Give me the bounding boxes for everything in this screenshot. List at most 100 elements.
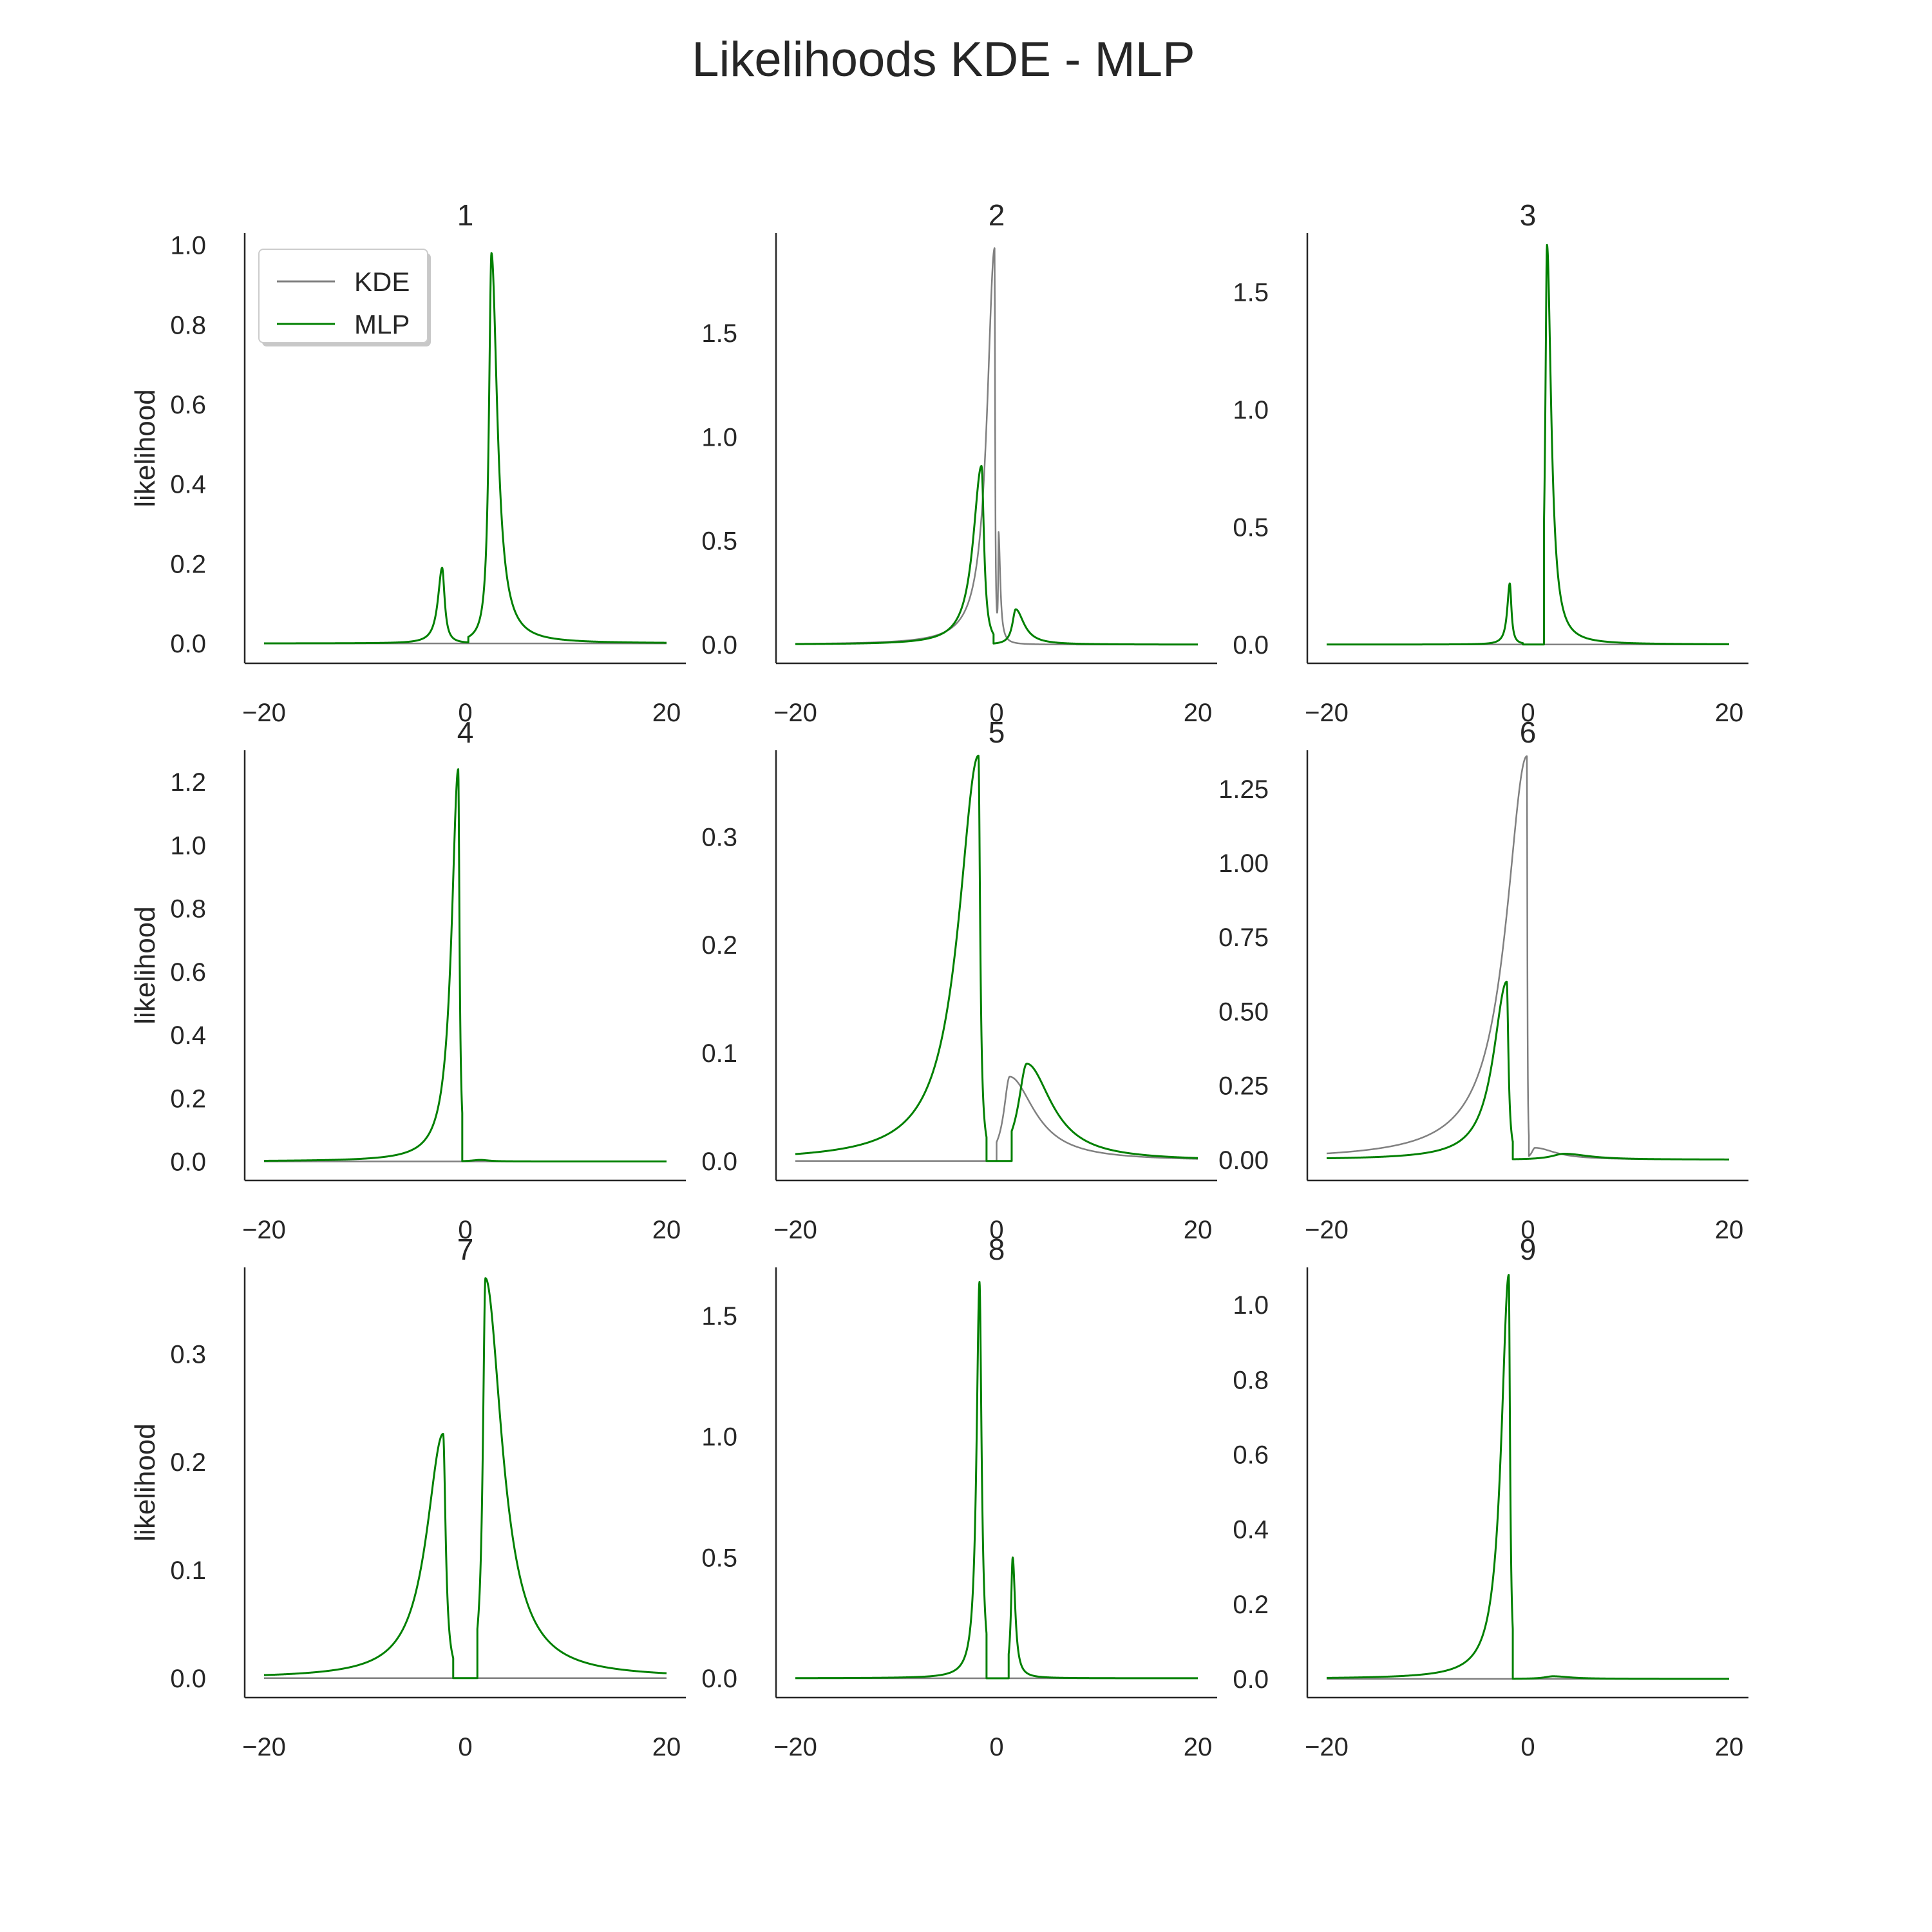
y-tick-label: 0.00 (1218, 1146, 1269, 1175)
x-tick-label: 20 (1184, 1216, 1213, 1244)
legend-label-mlp: MLP (354, 309, 410, 339)
y-tick-label: 0.0 (170, 1665, 206, 1693)
y-tick-label: 0.3 (701, 823, 737, 851)
y-tick-label: 1.0 (1233, 396, 1269, 424)
figure-title: Likelihoods KDE - MLP (692, 32, 1195, 87)
x-tick-label: 20 (1184, 1733, 1213, 1761)
x-tick-label: 0 (989, 1733, 1003, 1761)
x-tick-label: −20 (1305, 1216, 1349, 1244)
y-tick-label: 0.5 (1233, 513, 1269, 542)
y-tick-label: 0.2 (1233, 1591, 1269, 1619)
y-axis-label: likelihood (129, 389, 161, 507)
subplot-1: 1 −20 0 20 0.0 0.2 0.4 0.6 0.8 1.0 likelihood KDE ML… (129, 198, 686, 727)
subplot-5: 5 −20 0 20 0.0 0.1 0.2 0.3 (701, 715, 1217, 1244)
x-tick-label: 20 (1184, 699, 1213, 727)
y-tick-label: 0.2 (701, 931, 737, 960)
series-line-mlp (1325, 980, 1730, 1160)
series-line-mlp (794, 754, 1199, 1162)
subplot-8: 8 −20 0 20 0.0 0.5 1.0 1.5 (701, 1233, 1217, 1761)
x-tick-label: 0 (989, 1216, 1003, 1244)
y-tick-label: 0.6 (1233, 1441, 1269, 1469)
x-tick-label: 0 (458, 1733, 472, 1761)
x-tick-label: 20 (1715, 1216, 1744, 1244)
subplot-grid: 1−20 0 200.00.20.40.60.81.0likelihoodKDEML… (129, 198, 1748, 1761)
legend-label-kde: KDE (354, 267, 410, 297)
subplot-6: 6 −20 0 20 0.00 0.25 0.50 0.75 1.00 1.25 (1218, 715, 1748, 1244)
y-tick-label: 0.0 (170, 630, 206, 658)
x-tick-label: 20 (652, 1733, 681, 1761)
x-tick-label: 20 (652, 699, 681, 727)
y-tick-label: 0.5 (701, 1544, 737, 1572)
x-tick-label: −20 (242, 1216, 286, 1244)
x-tick-label: 0 (1520, 699, 1535, 727)
x-tick-label: 20 (652, 1216, 681, 1244)
series-line-mlp (263, 1277, 668, 1680)
subplot-title: 8 (989, 1233, 1005, 1266)
series-line-mlp (1325, 1274, 1730, 1680)
x-tick-label: −20 (773, 699, 817, 727)
x-tick-label: −20 (242, 699, 286, 727)
subplot-title: 5 (989, 715, 1005, 749)
subplot-title: 6 (1520, 715, 1537, 749)
y-tick-label: 0.2 (170, 550, 206, 578)
y-tick-label: 0.75 (1218, 923, 1269, 952)
subplot-4: 4 −20 0 20 0.0 0.2 0.4 0.6 0.8 1.0 1.2 likelihood (129, 715, 686, 1244)
x-tick-label: −20 (1305, 1733, 1349, 1761)
y-tick-label: 1.0 (170, 232, 206, 260)
series-line-mlp (794, 1281, 1199, 1680)
x-tick-label: −20 (1305, 699, 1349, 727)
y-tick-label: 0.3 (170, 1340, 206, 1368)
series-line-mlp (794, 464, 1199, 646)
y-tick-label: 0.8 (1233, 1366, 1269, 1394)
y-tick-label: 0.2 (170, 1084, 206, 1113)
y-axis-label: likelihood (129, 906, 161, 1024)
y-tick-label: 1.0 (701, 1423, 737, 1452)
subplot-title: 3 (1520, 198, 1537, 232)
y-tick-label: 0.2 (170, 1448, 206, 1477)
legend-box (258, 249, 428, 343)
y-tick-label: 0.4 (1233, 1516, 1269, 1544)
subplot-2: 2 −20 0 20 0.0 0.5 1.0 1.5 (701, 198, 1217, 727)
y-tick-label: 0.50 (1218, 998, 1269, 1026)
x-tick-label: 20 (1715, 1733, 1744, 1761)
series-line-mlp (1325, 243, 1730, 646)
subplot-title: 7 (457, 1233, 474, 1266)
y-tick-label: 0.8 (170, 895, 206, 923)
y-tick-label: 0.5 (701, 527, 737, 556)
y-tick-label: 0.6 (170, 391, 206, 419)
y-tick-label: 1.0 (701, 423, 737, 451)
y-tick-label: 1.5 (701, 319, 737, 348)
y-tick-label: 0.4 (170, 1021, 206, 1050)
x-tick-label: 0 (1520, 1216, 1535, 1244)
y-tick-label: 0.1 (701, 1039, 737, 1068)
series-line-mlp (263, 768, 668, 1163)
x-tick-label: −20 (242, 1733, 286, 1761)
subplot-title: 2 (989, 198, 1005, 232)
subplot-3: 3 −20 0 20 0.0 0.5 1.0 1.5 (1233, 198, 1748, 727)
y-tick-label: 0.1 (170, 1557, 206, 1585)
y-tick-label: 1.2 (170, 768, 206, 797)
x-tick-label: −20 (773, 1733, 817, 1761)
y-tick-label: 0.0 (701, 1148, 737, 1176)
y-tick-label: 0.8 (170, 311, 206, 339)
x-tick-label: 0 (458, 1216, 472, 1244)
x-tick-label: 0 (989, 699, 1003, 727)
series-line-kde (795, 1075, 1198, 1162)
x-tick-label: −20 (773, 1216, 817, 1244)
x-tick-label: 20 (1715, 699, 1744, 727)
y-tick-label: 1.00 (1218, 849, 1269, 878)
y-tick-label: 0.25 (1218, 1072, 1269, 1101)
legend: KDE MLP (258, 249, 431, 346)
y-tick-label: 1.5 (701, 1302, 737, 1331)
y-tick-label: 0.0 (701, 631, 737, 659)
y-tick-label: 1.5 (1233, 278, 1269, 307)
subplot-9: 9 −20 0 20 0.0 0.2 0.4 0.6 0.8 1.0 (1233, 1233, 1748, 1761)
x-tick-label: 0 (1520, 1733, 1535, 1761)
y-axis-label: likelihood (129, 1423, 161, 1541)
subplot-title: 1 (457, 198, 474, 232)
y-tick-label: 0.0 (170, 1148, 206, 1177)
y-tick-label: 0.0 (1233, 631, 1269, 659)
subplot-title: 4 (457, 715, 474, 749)
series-line-mlp (263, 252, 668, 645)
